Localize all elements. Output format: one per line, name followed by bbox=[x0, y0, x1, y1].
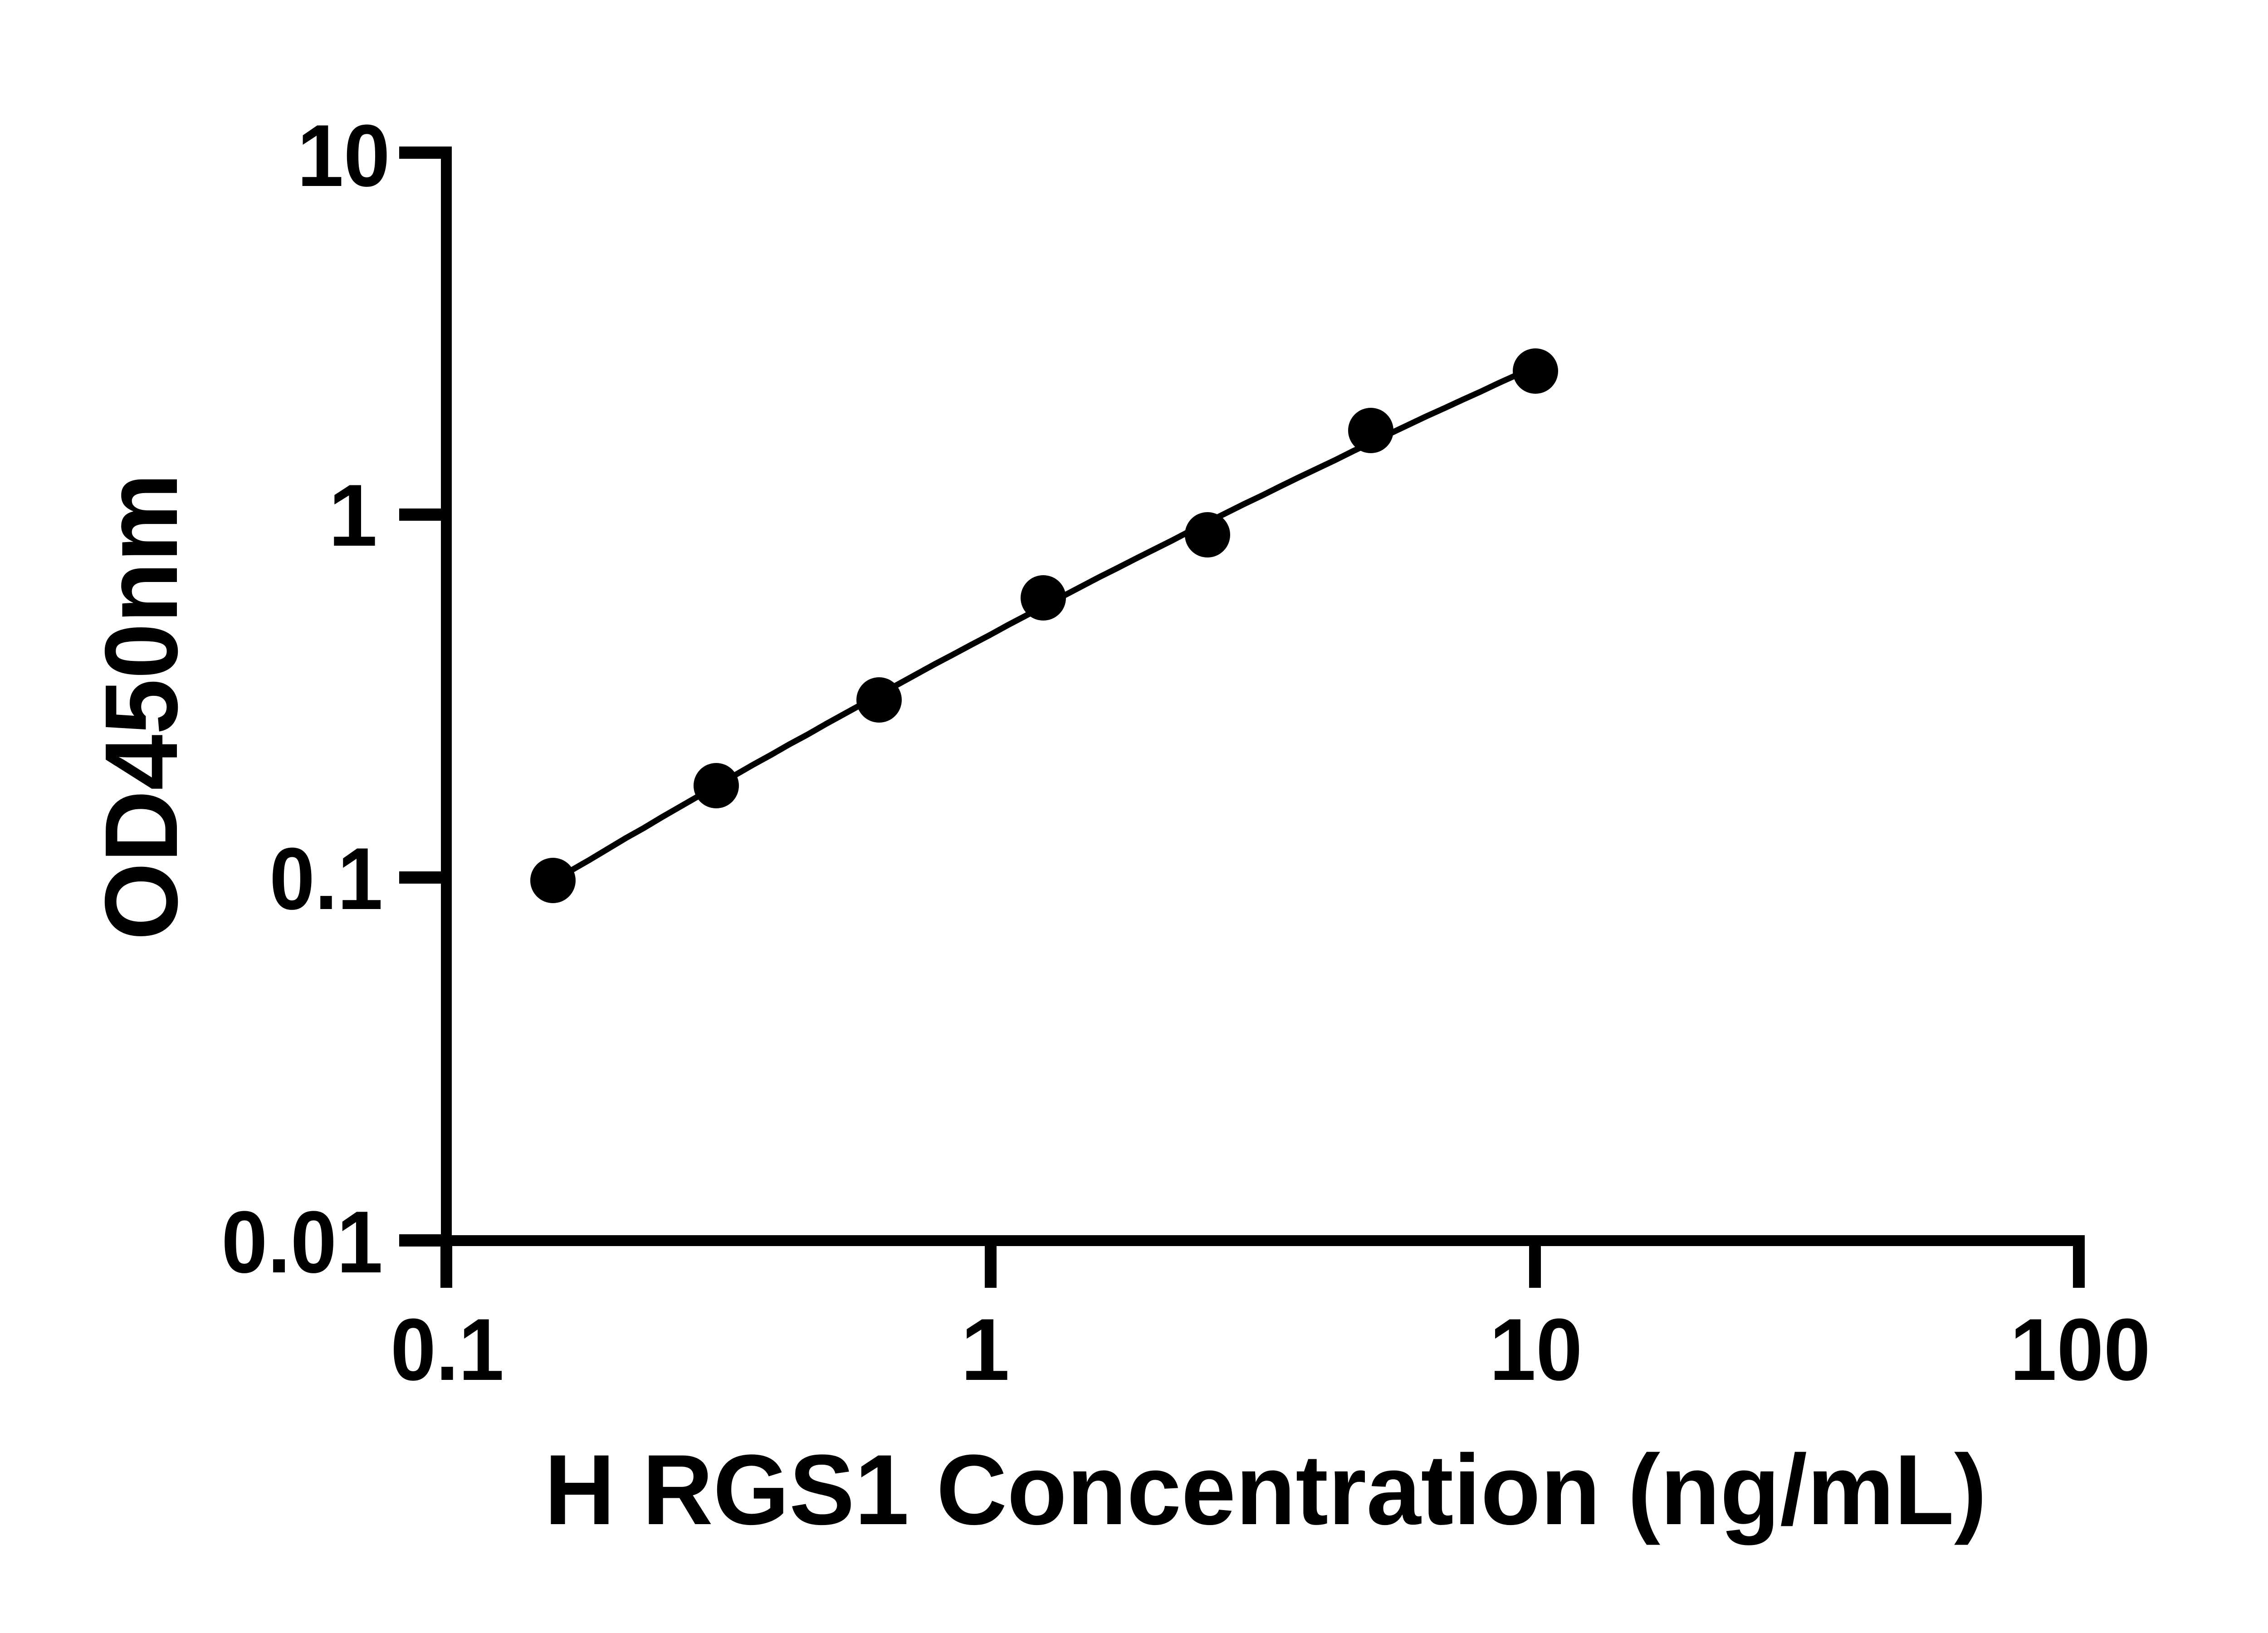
svg-text:1: 1 bbox=[328, 466, 377, 565]
svg-text:1: 1 bbox=[961, 1301, 1010, 1399]
svg-text:OD450nm: OD450nm bbox=[84, 473, 199, 940]
svg-text:10: 10 bbox=[1490, 1301, 1583, 1399]
svg-text:0.01: 0.01 bbox=[221, 1193, 383, 1291]
svg-text:10: 10 bbox=[297, 107, 390, 205]
svg-text:0.1: 0.1 bbox=[391, 1301, 504, 1399]
svg-text:H RGS1 Concentration (ng/mL): H RGS1 Concentration (ng/mL) bbox=[544, 1434, 1987, 1545]
svg-text:0.1: 0.1 bbox=[269, 830, 383, 928]
svg-text:100: 100 bbox=[2010, 1301, 2151, 1399]
